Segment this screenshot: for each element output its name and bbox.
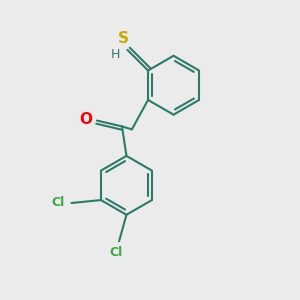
Text: Cl: Cl <box>52 196 65 209</box>
Text: S: S <box>118 31 128 46</box>
Text: H: H <box>110 48 120 61</box>
Text: Cl: Cl <box>110 246 123 259</box>
Text: O: O <box>79 112 92 127</box>
